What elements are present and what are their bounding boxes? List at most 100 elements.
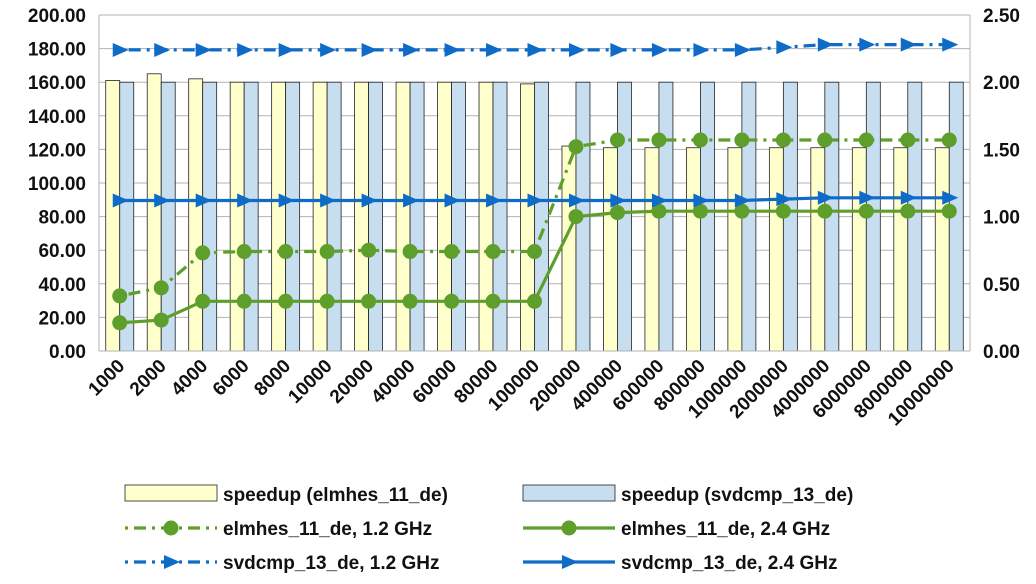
legend-marker-triangle — [562, 555, 578, 569]
data-point-circle — [734, 132, 750, 148]
bar-elmhes — [561, 145, 577, 352]
data-point-triangle — [195, 42, 212, 57]
data-point-triangle — [610, 42, 627, 57]
data-point-triangle — [278, 42, 295, 57]
bar-elmhes — [810, 147, 826, 352]
y-left-tick-label: 80.00 — [38, 208, 86, 229]
bar-svdcmp — [451, 81, 466, 352]
legend: speedup (elmhes_11_de) speedup (svdcmp_13… — [124, 484, 853, 574]
y-right-tick-label: 1.50 — [983, 140, 1020, 161]
x-tick-label: 1000 — [85, 356, 130, 401]
data-point-triangle — [651, 193, 668, 208]
legend-label: svdcmp_13_de, 2.4 GHz — [621, 553, 838, 574]
data-point-circle — [319, 244, 335, 260]
data-point-circle — [858, 132, 874, 148]
bar-elmhes — [851, 147, 867, 352]
data-point-triangle — [817, 37, 834, 52]
legend-item: svdcmp_13_de, 1.2 GHz — [125, 553, 440, 574]
x-tick-label: 2000 — [126, 356, 171, 401]
data-point-circle — [485, 244, 501, 260]
data-point-circle — [817, 203, 833, 219]
data-point-triangle — [320, 42, 337, 57]
data-point-circle — [319, 293, 335, 309]
legend-item: svdcmp_13_de, 2.4 GHz — [523, 553, 838, 574]
data-point-triangle — [734, 42, 751, 57]
bar-elmhes — [686, 147, 701, 352]
data-point-triangle — [112, 193, 129, 208]
data-point-triangle — [900, 190, 917, 205]
data-point-triangle — [610, 193, 627, 208]
bar-elmhes — [437, 81, 452, 352]
data-point-circle — [941, 132, 957, 148]
data-point-triangle — [817, 190, 834, 205]
bar-elmhes — [395, 81, 411, 352]
data-point-circle — [153, 280, 169, 296]
bar-elmhes — [312, 81, 328, 352]
x-tick-label: 20000 — [326, 356, 378, 408]
y-right-tick-label: 2.50 — [983, 6, 1020, 27]
legend-item: elmhes_11_de, 2.4 GHz — [523, 519, 830, 540]
bar-svdcmp — [368, 81, 383, 352]
data-point-circle — [527, 244, 542, 260]
data-point-triangle — [112, 42, 129, 57]
data-point-circle — [734, 203, 750, 219]
legend-label: speedup (svdcmp_13_de) — [621, 485, 853, 506]
bar-elmhes — [146, 73, 162, 352]
legend-label: elmhes_11_de, 1.2 GHz — [223, 519, 432, 540]
y-left-tick-label: 0.00 — [49, 342, 86, 363]
data-point-circle — [112, 288, 128, 304]
data-point-triangle — [859, 37, 876, 52]
bar-elmhes — [354, 81, 369, 352]
data-point-circle — [195, 245, 211, 261]
bar-elmhes — [934, 147, 950, 352]
data-point-circle — [900, 132, 916, 148]
series-line-2 — [119, 138, 950, 298]
data-point-triangle — [361, 193, 378, 208]
data-point-triangle — [568, 42, 585, 57]
legend-item: elmhes_11_de, 1.2 GHz — [125, 519, 432, 540]
legend-swatch — [124, 484, 218, 502]
data-point-triangle — [776, 192, 793, 207]
y-right-tick-label: 0.00 — [983, 342, 1020, 363]
bar-svdcmp — [534, 81, 549, 352]
data-point-circle — [361, 293, 377, 309]
x-tick-label: 4000 — [167, 356, 212, 401]
data-point-triangle — [403, 42, 420, 57]
bar-elmhes — [603, 147, 618, 352]
data-point-triangle — [942, 190, 959, 205]
bar-elmhes — [271, 81, 287, 352]
y-left-tick-label: 200.00 — [28, 6, 86, 27]
data-point-circle — [485, 293, 501, 309]
legend-label: elmhes_11_de, 2.4 GHz — [621, 519, 830, 540]
bar-svdcmp — [409, 81, 425, 352]
data-point-triangle — [568, 193, 585, 208]
data-point-circle — [568, 209, 584, 225]
data-point-circle — [402, 244, 418, 260]
data-point-triangle — [444, 42, 461, 57]
data-point-circle — [444, 244, 460, 260]
data-point-triangle — [154, 193, 171, 208]
legend-label: svdcmp_13_de, 1.2 GHz — [223, 553, 440, 574]
data-point-circle — [444, 293, 460, 309]
legend-marker-circle — [163, 520, 179, 536]
line-layer — [112, 37, 959, 331]
legend-marker-circle — [561, 520, 577, 536]
bar-elmhes — [188, 78, 204, 352]
bar-svdcmp — [285, 81, 301, 352]
data-point-triangle — [195, 193, 212, 208]
bar-elmhes — [520, 83, 535, 352]
y-right-tick-label: 0.50 — [983, 275, 1020, 296]
y-left-tick-label: 20.00 — [38, 308, 86, 329]
data-point-circle — [153, 312, 169, 328]
bar-elmhes — [644, 147, 660, 352]
y-left-tick-label: 60.00 — [38, 241, 86, 262]
data-point-triangle — [154, 42, 171, 57]
legend-label: speedup (elmhes_11_de) — [223, 485, 448, 506]
y-left-tick-label: 160.00 — [28, 73, 86, 94]
data-point-triangle — [237, 193, 254, 208]
data-point-circle — [568, 139, 584, 155]
bar-elmhes — [727, 147, 743, 352]
data-point-circle — [278, 244, 294, 260]
data-point-triangle — [651, 42, 668, 57]
